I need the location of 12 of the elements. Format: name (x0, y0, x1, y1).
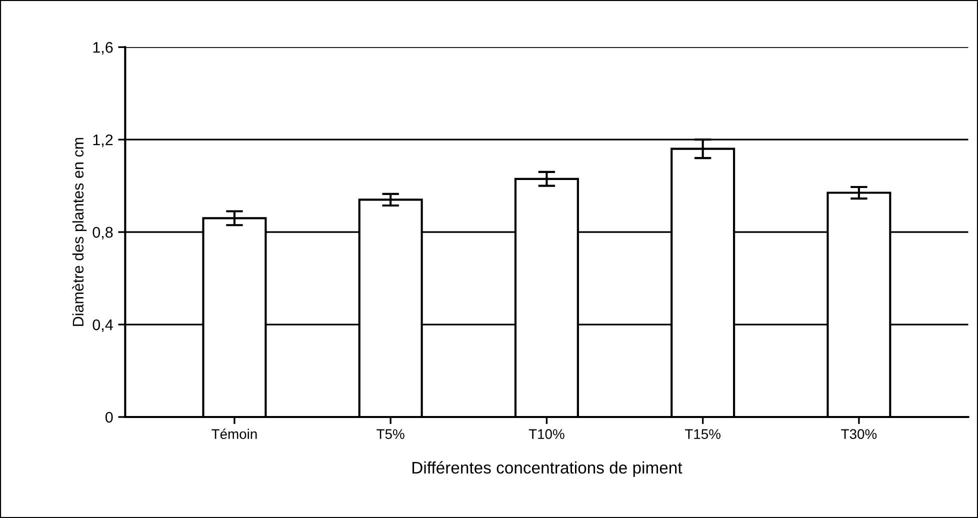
y-tick-label: 0 (105, 412, 113, 423)
y-tick-label: 1,2 (93, 134, 113, 148)
y-tick-label: 0,4 (92, 319, 113, 332)
x-tick-label: T15% (684, 429, 720, 439)
x-tick-label: T10% (528, 429, 564, 439)
y-axis-title: Diamètre des plantes en cm (72, 138, 87, 326)
y-tick-label: 1,6 (93, 42, 113, 55)
y-tick-label: 0,8 (92, 226, 113, 240)
x-tick-label: Témoin (212, 428, 257, 439)
x-axis-title: Différentes concentrations de piment (412, 461, 682, 477)
x-tick-label: T5% (376, 429, 404, 439)
x-tick-label: T30% (841, 429, 877, 439)
